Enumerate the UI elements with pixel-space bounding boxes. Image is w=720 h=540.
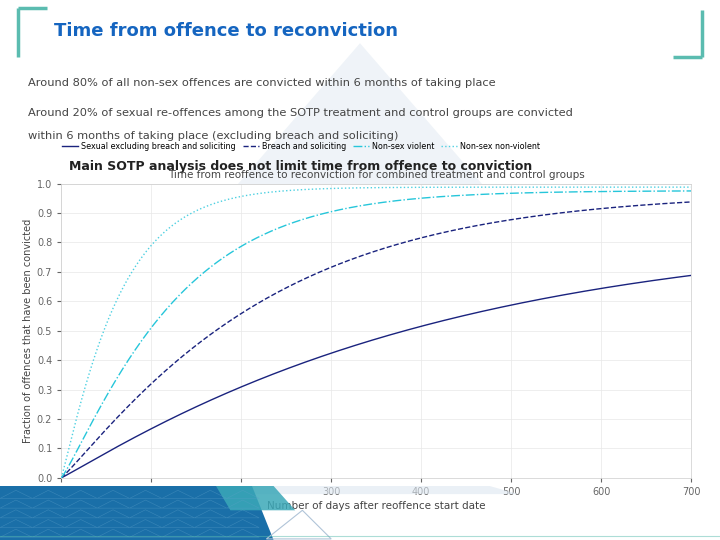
X-axis label: Number of days after reoffence start date: Number of days after reoffence start dat…: [267, 501, 485, 511]
Non-sex violent: [312, 212, 320, 219]
Non-sex violent: [490, 191, 498, 197]
Breach and soliciting: [121, 406, 130, 412]
Line: Non-sex violent: Non-sex violent: [61, 191, 691, 478]
Text: Main SOTP analysis does not limit time from offence to conviction: Main SOTP analysis does not limit time f…: [69, 159, 532, 172]
Non-sex violent: [548, 189, 557, 195]
Non-sex non-violent: [490, 184, 498, 191]
Legend: Sexual excluding breach and soliciting, Breach and soliciting, Non-sex violent, : Sexual excluding breach and soliciting, …: [59, 139, 544, 154]
Breach and soliciting: [312, 271, 320, 277]
Polygon shape: [252, 486, 518, 494]
Breach and soliciting: [490, 219, 498, 226]
Breach and soliciting: [334, 261, 343, 267]
Text: Time from offence to reconviction: Time from offence to reconviction: [54, 22, 398, 40]
Line: Sexual excluding breach and soliciting: Sexual excluding breach and soliciting: [61, 275, 691, 478]
Text: Around 20% of sexual re-offences among the SOTP treatment and control groups are: Around 20% of sexual re-offences among t…: [28, 108, 573, 118]
Sexual excluding breach and soliciting: [559, 292, 568, 298]
Breach and soliciting: [548, 211, 557, 217]
Non-sex violent: [687, 188, 696, 194]
Non-sex non-violent: [548, 184, 557, 191]
Sexual excluding breach and soliciting: [121, 439, 130, 446]
Non-sex non-violent: [687, 184, 696, 191]
Text: within 6 months of taking place (excluding breach and soliciting): within 6 months of taking place (excludi…: [28, 131, 399, 140]
Y-axis label: Fraction of offences that have been convicted: Fraction of offences that have been conv…: [22, 219, 32, 443]
Non-sex non-violent: [312, 186, 320, 192]
Non-sex violent: [334, 207, 343, 213]
Sexual excluding breach and soliciting: [687, 272, 696, 279]
Text: Around 80% of all non-sex offences are convicted within 6 months of taking place: Around 80% of all non-sex offences are c…: [28, 78, 496, 89]
Breach and soliciting: [687, 199, 696, 205]
Title: Time from reoffence to reconviction for combined treatment and control groups: Time from reoffence to reconviction for …: [168, 170, 585, 180]
Non-sex non-violent: [334, 185, 343, 192]
Non-sex non-violent: [559, 184, 568, 191]
Sexual excluding breach and soliciting: [334, 347, 343, 354]
Breach and soliciting: [57, 475, 66, 481]
Non-sex violent: [121, 361, 130, 368]
Non-sex violent: [57, 475, 66, 481]
Breach and soliciting: [559, 210, 568, 216]
Sexual excluding breach and soliciting: [312, 355, 320, 362]
Line: Breach and soliciting: Breach and soliciting: [61, 202, 691, 478]
Sexual excluding breach and soliciting: [490, 306, 498, 312]
Non-sex violent: [559, 189, 568, 195]
Non-sex non-violent: [57, 475, 66, 481]
Non-sex non-violent: [121, 280, 130, 286]
Polygon shape: [173, 43, 547, 475]
Sexual excluding breach and soliciting: [548, 294, 557, 300]
Polygon shape: [216, 486, 295, 510]
Sexual excluding breach and soliciting: [57, 475, 66, 481]
Polygon shape: [0, 486, 274, 540]
Line: Non-sex non-violent: Non-sex non-violent: [61, 187, 691, 478]
